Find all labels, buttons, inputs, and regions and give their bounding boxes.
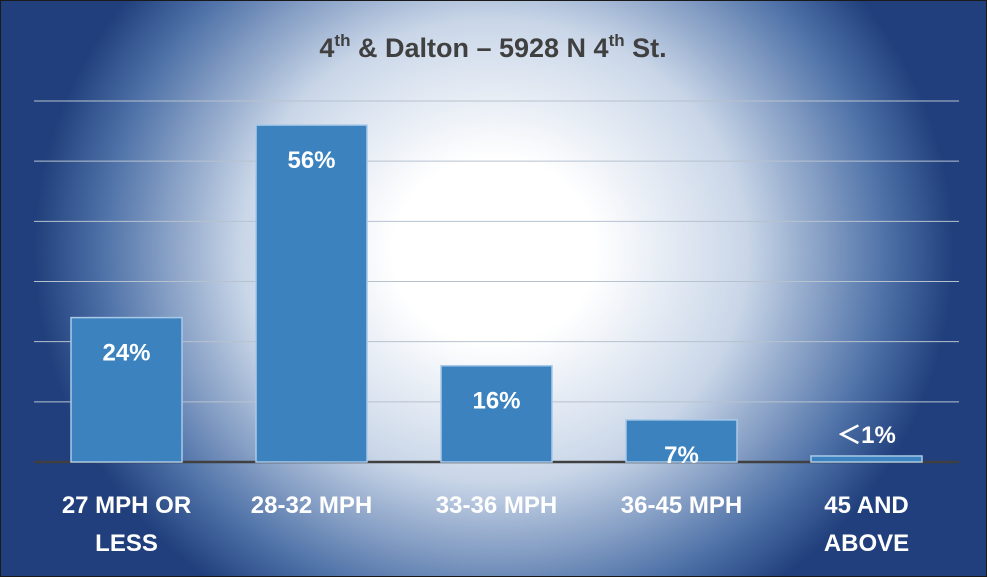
category-label-line: 36-45 MPH <box>621 492 742 519</box>
bar <box>255 124 368 463</box>
chart-title: 4th & Dalton – 5928 N 4th St. <box>319 31 666 63</box>
category-label: 27 MPH OR LESS <box>62 492 191 557</box>
category-label-line: 27 MPH OR <box>62 492 191 519</box>
bars <box>70 124 923 463</box>
title-superscript: th <box>609 31 625 50</box>
category-label: 36-45 MPH <box>621 492 742 519</box>
bar <box>440 364 553 463</box>
title-part: St. <box>625 33 667 63</box>
value-labels: 24% 56% 16% 7% ＜1% <box>102 147 895 469</box>
data-label: 56% <box>287 147 335 174</box>
category-label: 33-36 MPH <box>436 492 557 519</box>
title-superscript: th <box>334 31 350 50</box>
data-label: 7% <box>664 442 699 469</box>
data-label: 16% <box>472 388 520 415</box>
bar <box>810 455 923 463</box>
category-label-line: ABOVE <box>824 530 909 557</box>
bar <box>70 316 183 463</box>
category-label-line: 28-32 MPH <box>251 492 372 519</box>
data-label: 24% <box>102 340 150 367</box>
category-label: 45 AND ABOVE <box>824 492 909 557</box>
bar <box>625 419 738 463</box>
category-label-line: 45 AND <box>824 492 908 519</box>
category-label-line: LESS <box>95 530 158 557</box>
title-part: & Dalton – 5928 N 4 <box>350 33 608 63</box>
category-label: 28-32 MPH <box>251 492 372 519</box>
category-labels: 27 MPH OR LESS 28-32 MPH 33-36 MPH 36-45 MPH… <box>62 492 909 557</box>
title-part: 4 <box>319 33 334 63</box>
category-label-line: 33-36 MPH <box>436 492 557 519</box>
data-label: ＜1% <box>837 422 896 449</box>
